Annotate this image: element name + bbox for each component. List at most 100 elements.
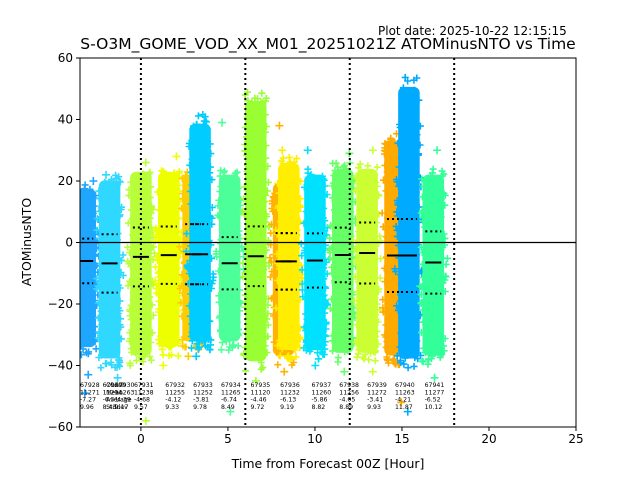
annotation-line: 9.78 — [193, 404, 207, 411]
outlier-point — [278, 146, 287, 155]
x-tick-label: 20 — [481, 432, 496, 446]
annotation-line: 67941 — [425, 382, 445, 389]
annotation-line: 11277 — [425, 389, 445, 396]
scatter-group-7 — [239, 88, 273, 385]
outlier-point — [433, 146, 442, 155]
scatter-points — [92, 171, 127, 372]
scatter-points — [80, 181, 103, 359]
outlier-point — [159, 361, 168, 370]
annotation-line: -3.81 — [193, 397, 209, 404]
annotation-line: 11232 — [280, 389, 300, 396]
annotation-line: 11120 — [251, 389, 271, 396]
stat-annotation-8: 67935 11120 -4.46 9.72 — [251, 382, 271, 411]
annotation-line: -6.52 — [425, 397, 441, 404]
stat-annotation-12: 67939 11272 -3.41 9.93 — [367, 382, 387, 411]
annotation-line: 8.89 — [339, 404, 353, 411]
annotation-line: -6.13 — [280, 397, 296, 404]
annotation-line: 9.96 — [80, 404, 94, 411]
annotation-line: -3.41 — [367, 397, 383, 404]
stat-annotation-7: 67934 11265 -6.74 8.49 — [221, 382, 241, 411]
outlier-point — [80, 389, 89, 398]
stat-layer — [80, 217, 442, 295]
annotation-line: -4.68 — [134, 397, 150, 404]
scatter-group-6 — [212, 118, 248, 416]
annotation-line: -5.86 — [311, 397, 327, 404]
annotation-line: Average — [106, 397, 132, 404]
annotation-line: -4.21 — [395, 397, 411, 404]
outlier-point — [368, 146, 377, 155]
annotation-line: 8.82 — [311, 404, 325, 411]
scatter-group-14 — [391, 73, 426, 416]
y-tick-label: 60 — [58, 51, 73, 65]
annotation-line: -4.46 — [251, 397, 267, 404]
annotation-line: 67930 — [115, 382, 135, 389]
annotation-line: 11263 — [395, 389, 415, 396]
stat-annotation-5: 67932 11255 -4.12 9.33 — [165, 382, 185, 411]
scatter-group-3 — [151, 152, 186, 370]
outlier-point — [141, 416, 150, 425]
y-axis-label: ATOMinusNTO — [19, 198, 34, 287]
outlier-point — [403, 407, 412, 416]
annotation-line: 11256 — [339, 389, 359, 396]
annotation-line: -4.12 — [165, 397, 181, 404]
outlier-point — [101, 170, 110, 179]
scatter-points — [391, 73, 426, 372]
annotation-line: 67936 — [280, 382, 300, 389]
scatter-points — [272, 153, 306, 363]
scatter-group-9 — [272, 146, 306, 363]
annotation-line: 11263 — [115, 389, 135, 396]
x-tick-label: 5 — [224, 432, 232, 446]
annotation-line: 67939 — [367, 382, 387, 389]
outlier-point — [275, 121, 284, 130]
annotation-line: Mean — [106, 389, 123, 396]
outlier-point — [192, 352, 201, 361]
annotation-line: 10.12 — [425, 404, 443, 411]
annotation-line: 11252 — [193, 389, 213, 396]
y-tick-label: 20 — [58, 174, 73, 188]
annotation-line: 9.57 — [134, 404, 148, 411]
scatter-points — [212, 167, 248, 354]
scatter-group-12 — [349, 146, 385, 376]
y-tick-label: 40 — [58, 113, 73, 127]
annotation-line: 67931 — [134, 382, 154, 389]
annotation-line: 11238 — [134, 389, 154, 396]
reference-lines — [80, 58, 576, 427]
annotation-line: 11265 — [221, 389, 241, 396]
scatter-points — [182, 111, 217, 354]
outlier-point — [84, 370, 93, 379]
y-tick-label: −20 — [48, 297, 73, 311]
annotation-line: 67935 — [251, 382, 271, 389]
x-axis-label: Time from Forecast 00Z [Hour] — [231, 456, 425, 471]
annotation-line: 67937 — [311, 382, 331, 389]
scatter-group-5 — [182, 111, 217, 361]
stat-annotation-3: 67930 11263 -4.39 9.17 — [115, 382, 135, 411]
annotation-line: 8.43 — [103, 404, 117, 411]
outlier-point — [311, 361, 320, 370]
annotation-line: 67929 — [103, 382, 123, 389]
annotation-line: -4.39 — [115, 397, 131, 404]
annotation-line: -7.27 — [80, 397, 96, 404]
x-tick-label: 15 — [394, 432, 409, 446]
stat-annotation-13: 67940 11263 -4.21 11.87 — [395, 382, 415, 411]
annotation-line: 8.49 — [221, 404, 235, 411]
annotation-line: 9.33 — [165, 404, 179, 411]
scatter-points — [349, 160, 385, 365]
annotation-line: 67934 — [221, 382, 241, 389]
annotation-line: 11255 — [165, 389, 185, 396]
tick-layer: 0 5 10 15 20 25 −60 −40 −20 0 20 40 60 — [48, 51, 584, 446]
annotation-line: 11260 — [311, 389, 331, 396]
annotation-line: 67940 — [395, 382, 415, 389]
scatter-group-11 — [325, 149, 361, 376]
y-tick-label: −40 — [48, 359, 73, 373]
chart-title: S-O3M_GOME_VOD_XX_M01_20251021Z ATOMinus… — [80, 35, 575, 54]
annotation-line: 67933 — [193, 382, 213, 389]
outlier-point — [226, 407, 235, 416]
annotation-line: -6.51 — [103, 397, 119, 404]
annotation-line: 9.19 — [280, 404, 294, 411]
annotation-line: 67938 — [339, 382, 359, 389]
stat-annotation-9: 67936 11232 -6.13 9.19 — [280, 382, 300, 411]
annotation-line: 67932 — [165, 382, 185, 389]
outlier-point — [113, 373, 122, 382]
outlier-point — [184, 352, 193, 361]
outlier-point — [218, 118, 227, 127]
